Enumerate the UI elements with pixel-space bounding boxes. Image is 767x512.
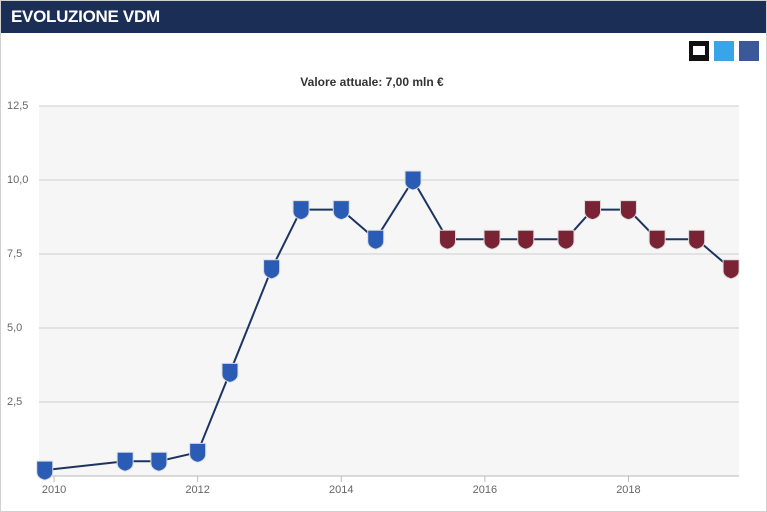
club-marker [584, 200, 602, 221]
club-marker [722, 259, 740, 280]
club-marker [404, 170, 422, 191]
club-marker [263, 259, 281, 280]
club-marker [221, 362, 239, 383]
club-marker [36, 460, 54, 481]
twitter-icon[interactable] [714, 41, 734, 61]
header-title: EVOLUZIONE VDM [1, 1, 766, 33]
club-marker [189, 442, 207, 463]
x-tick-label: 2014 [329, 484, 353, 496]
club-marker [648, 229, 666, 250]
chart: Valore attuale: 7,00 mln € 2,5 5,0 7,5 10,0… [7, 41, 759, 496]
club-marker [517, 229, 535, 250]
facebook-icon[interactable] [739, 41, 759, 61]
y-tick-label: 12,5 [7, 100, 28, 112]
club-marker [557, 229, 575, 250]
y-tick-label: 2,5 [7, 396, 22, 408]
club-marker [688, 229, 706, 250]
share-icons[interactable] [689, 41, 759, 61]
club-marker [439, 229, 457, 250]
club-marker [483, 229, 501, 250]
club-marker [332, 200, 350, 221]
x-tick-label: 2010 [42, 484, 66, 496]
email-envelope [693, 46, 705, 55]
chart-subtitle: Valore attuale: 7,00 mln € [300, 75, 444, 89]
plot-area [39, 106, 739, 476]
y-tick-label: 7,5 [7, 248, 22, 260]
x-tick-label: 2012 [185, 484, 209, 496]
club-marker [367, 229, 385, 250]
club-marker [150, 451, 168, 472]
y-tick-label: 5,0 [7, 322, 22, 334]
club-marker [292, 200, 310, 221]
x-tick-label: 2018 [616, 484, 640, 496]
y-tick-label: 10,0 [7, 174, 28, 186]
x-tick-label: 2016 [473, 484, 497, 496]
club-marker [619, 200, 637, 221]
club-marker [116, 451, 134, 472]
